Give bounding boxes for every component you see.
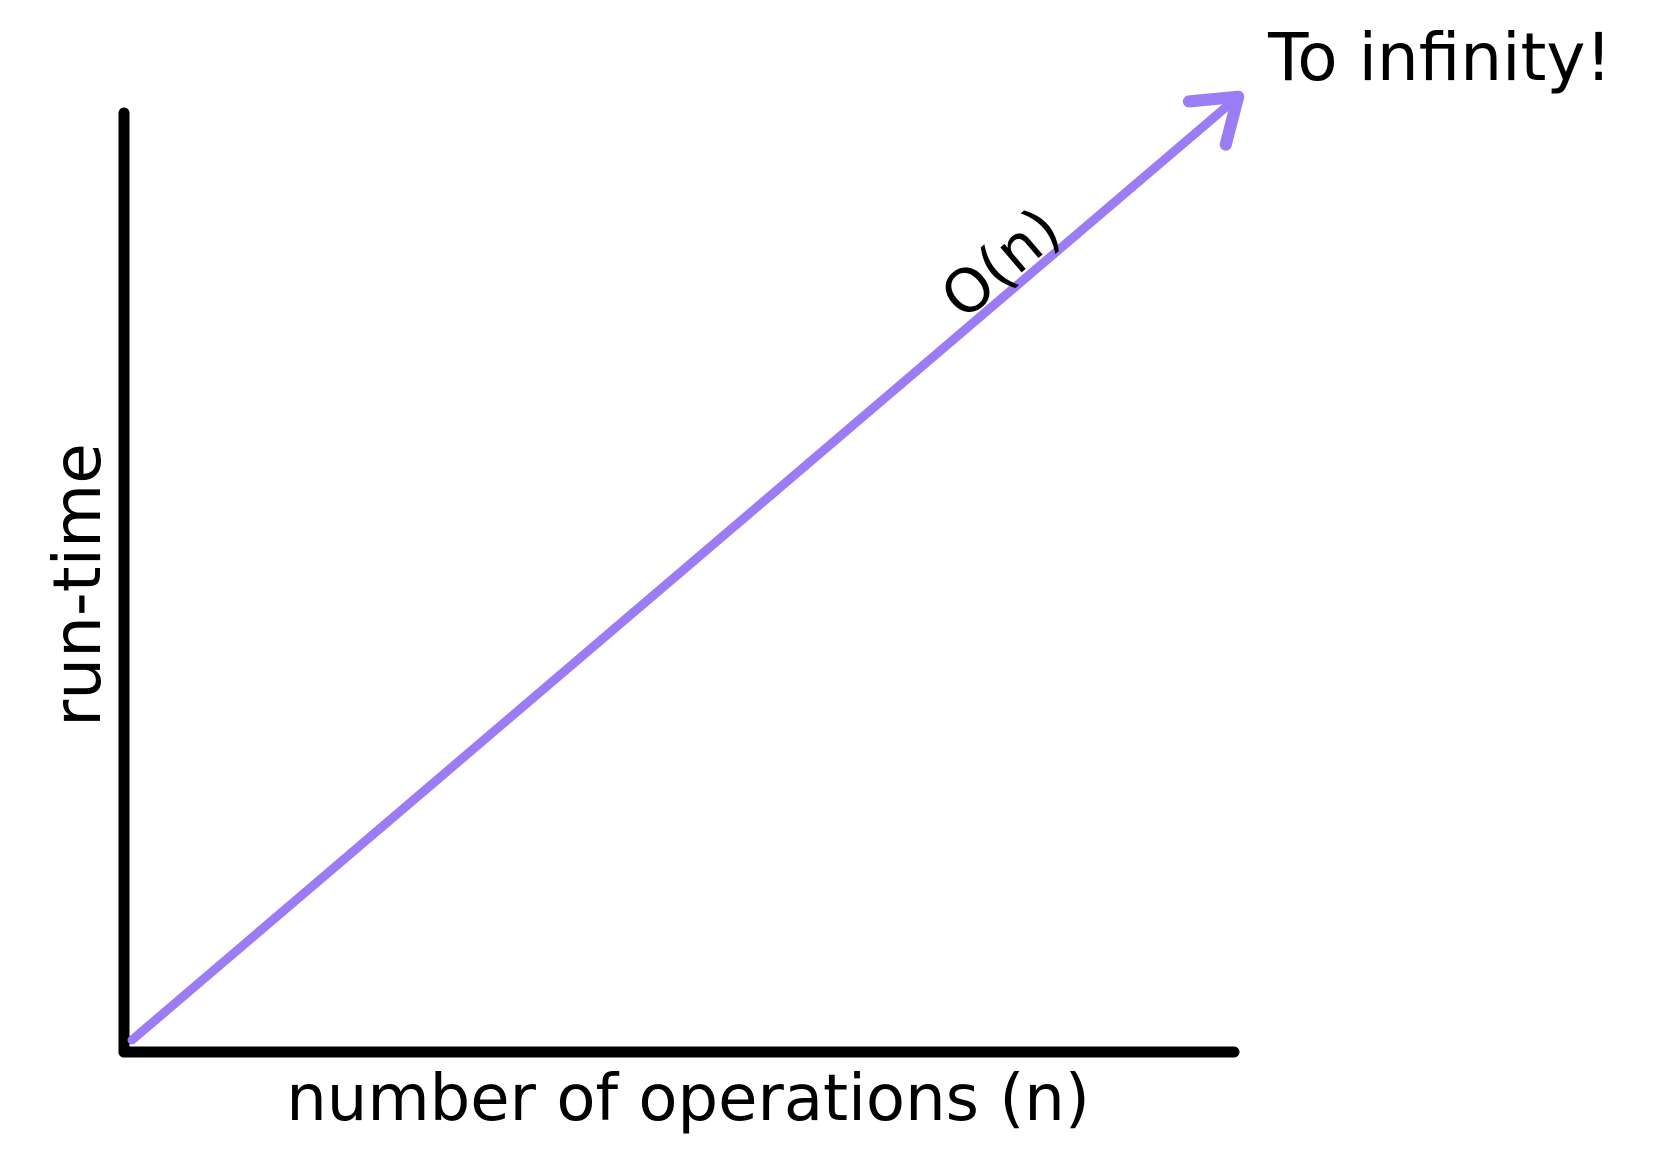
series-line-o-n <box>127 90 1245 1045</box>
series-label: O(n) <box>928 194 1074 333</box>
y-axis-label: run-time <box>39 443 116 727</box>
x-axis-label: number of operations (n) <box>286 1062 1090 1136</box>
end-annotation: To infinity! <box>1267 19 1612 96</box>
